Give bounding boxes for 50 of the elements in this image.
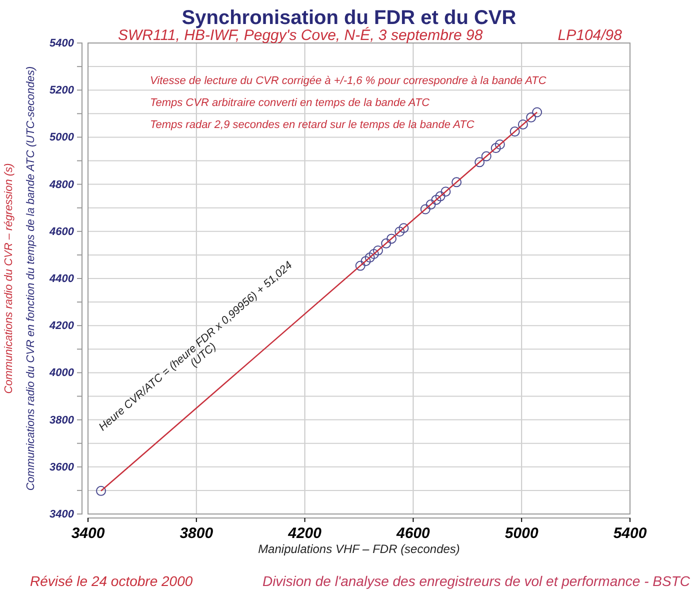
annotation: Temps radar 2,9 secondes en retard sur le temps de la bande ATC xyxy=(150,119,474,131)
point xyxy=(368,249,379,260)
point xyxy=(96,486,106,496)
point xyxy=(490,143,501,154)
x-tick-label: 4200 xyxy=(287,524,322,542)
x-tick-label: 3800 xyxy=(180,524,214,542)
y-tick-label: 5400 xyxy=(50,38,75,50)
point xyxy=(426,200,436,210)
point xyxy=(440,186,451,197)
point xyxy=(452,177,462,188)
text: Communications radio du CVR – régression (s) xyxy=(3,162,15,394)
y-tick-label: 4000 xyxy=(48,367,75,380)
y-tick-label: 3600 xyxy=(50,461,75,474)
x-tick-label: 5000 xyxy=(504,524,539,542)
x-tick-label: 4600 xyxy=(396,524,431,542)
annotation: Vitesse de lecture du CVR corrigée à +/-1,6 % pour correspondre à la bande ATC xyxy=(150,75,546,87)
point xyxy=(398,223,409,234)
point xyxy=(360,256,371,266)
annotation: LP104/98 xyxy=(558,27,623,44)
y-tick-label: 4800 xyxy=(48,178,75,191)
point xyxy=(474,157,485,168)
point xyxy=(364,252,375,263)
x-tick-label: 5400 xyxy=(613,524,648,542)
y-axis-title: Communications radio du CVR en fonction du temps de la bande ATC (UTC-secondes) xyxy=(25,66,37,491)
point xyxy=(510,126,520,137)
point xyxy=(526,112,536,122)
point xyxy=(431,194,442,205)
annotation: Temps CVR arbitraire converti en temps de la bande ATC xyxy=(150,97,430,109)
x-tick-label: 3400 xyxy=(71,524,106,542)
x-axis-title: Manipulations VHF – FDR (secondes) xyxy=(258,542,460,556)
y-tick-label: 4400 xyxy=(48,273,75,286)
y-tick-label: 3800 xyxy=(50,414,75,426)
point xyxy=(394,226,405,237)
y-tick-label: 5000 xyxy=(50,132,75,144)
y-tick-label: 4600 xyxy=(48,226,75,238)
text: Révisé le 24 octobre 2000 xyxy=(30,573,193,589)
point xyxy=(372,245,383,256)
point xyxy=(532,107,542,118)
point xyxy=(518,119,528,130)
point xyxy=(381,238,392,248)
y-tick-label: 5200 xyxy=(50,84,75,97)
point xyxy=(386,234,397,244)
y-tick-label: 3400 xyxy=(50,508,75,521)
point xyxy=(481,151,492,162)
point xyxy=(494,140,505,150)
point xyxy=(355,260,366,271)
y-tick-label: 4200 xyxy=(48,320,75,332)
text: Division de l'analyse des enregistreurs de vol et performance - BSTC xyxy=(262,573,691,589)
point xyxy=(435,191,446,202)
point xyxy=(420,204,430,214)
